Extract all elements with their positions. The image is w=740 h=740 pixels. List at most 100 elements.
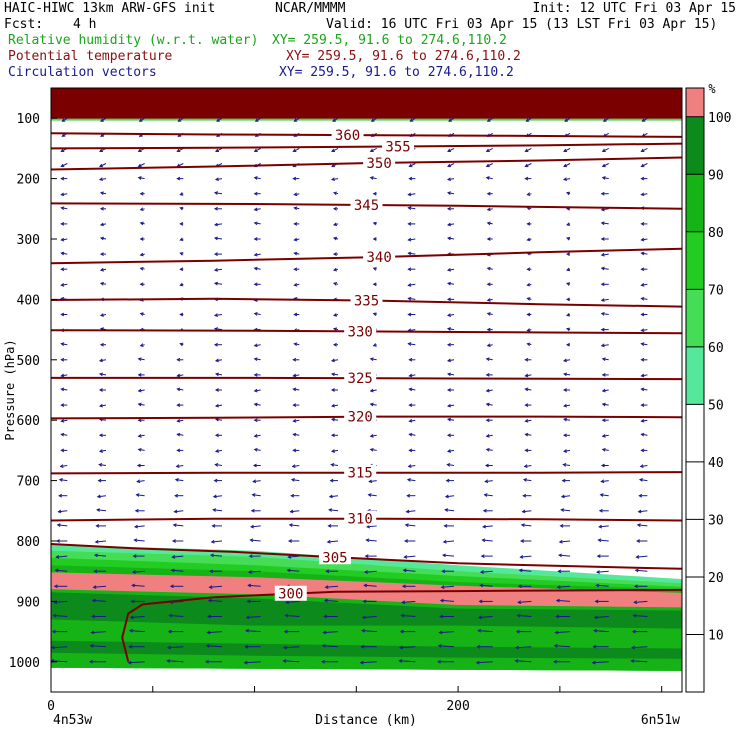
wind-vector — [444, 494, 455, 499]
rh-fill-upper-band — [51, 118, 682, 121]
wind-vector — [444, 508, 455, 512]
wind-vector — [600, 463, 609, 468]
wind-vector — [179, 206, 184, 211]
wind-vector — [403, 555, 416, 559]
wind-vector — [445, 478, 455, 483]
wind-vector — [127, 660, 145, 665]
wind-vector — [486, 221, 493, 226]
wind-vector — [99, 252, 106, 256]
wind-vector — [640, 328, 648, 333]
wind-vector — [515, 629, 532, 634]
wind-vector — [332, 327, 339, 332]
plot-frame — [50, 87, 683, 693]
fcst-value: 4 h — [73, 17, 97, 32]
wind-vector — [630, 659, 648, 663]
wind-vector — [640, 251, 648, 256]
wind-vector — [330, 388, 339, 392]
wind-vector — [526, 222, 532, 226]
wind-vector — [563, 358, 571, 363]
wind-vector — [399, 629, 416, 634]
wind-vector — [205, 643, 223, 648]
wind-vector — [283, 629, 300, 634]
wind-vector — [446, 177, 455, 182]
wind-vector — [322, 630, 339, 635]
y-tick-label: 100 — [17, 112, 40, 127]
wind-vector — [293, 267, 300, 272]
colorbar-band — [686, 88, 704, 117]
wind-vector — [401, 584, 416, 589]
wind-vector — [292, 373, 300, 378]
wind-vector — [402, 568, 416, 573]
wind-vector — [372, 282, 377, 287]
theta-label-bg — [344, 370, 377, 386]
wind-vector — [447, 147, 455, 153]
wind-vector — [631, 645, 648, 650]
wind-vector — [332, 236, 339, 241]
wind-vector — [398, 659, 416, 663]
wind-vector — [600, 311, 609, 316]
wind-vector — [137, 447, 145, 452]
wind-vector — [293, 251, 300, 256]
wind-vector — [139, 207, 145, 212]
wind-vector — [207, 614, 222, 619]
wind-vector — [332, 252, 339, 256]
wind-vector — [640, 296, 648, 301]
wind-vector — [60, 176, 68, 181]
wind-vector — [517, 584, 532, 589]
wind-vector — [526, 328, 532, 332]
wind-vector — [98, 358, 107, 363]
wind-vector — [332, 282, 339, 286]
colorbar-tick-label: 10 — [708, 628, 724, 643]
wind-vector — [210, 539, 223, 544]
y-tick-label: 500 — [17, 354, 40, 369]
wind-vector — [253, 176, 261, 180]
wind-vector — [287, 555, 300, 559]
theta-label-320: 320 — [348, 410, 373, 426]
wind-vector — [330, 417, 339, 422]
wind-vector — [99, 222, 107, 227]
wind-vector — [96, 508, 107, 512]
wind-vector — [137, 357, 145, 362]
wind-vector — [253, 312, 261, 316]
wind-vector — [637, 509, 648, 514]
wind-vector — [176, 176, 184, 181]
wind-vector — [369, 447, 377, 452]
theta-label-360: 360 — [335, 128, 360, 144]
wind-vector — [638, 478, 648, 482]
wind-vector — [293, 312, 300, 317]
wind-vector — [214, 372, 223, 377]
wind-vector — [477, 628, 493, 633]
wind-vector — [406, 493, 416, 498]
wind-vector — [369, 388, 377, 393]
wind-vector — [515, 645, 532, 650]
wind-vector — [366, 524, 377, 529]
colorbar-band — [686, 346, 704, 405]
wind-vector — [251, 493, 261, 497]
wind-vector — [477, 615, 493, 620]
wind-vector — [638, 493, 648, 498]
wind-vector — [408, 163, 416, 168]
wind-vector — [213, 191, 223, 195]
wind-vector — [60, 418, 68, 423]
wind-vector — [360, 644, 377, 649]
wind-vector — [214, 433, 222, 438]
theta-label-300: 300 — [278, 587, 303, 603]
wind-vector — [486, 266, 493, 271]
wind-vector — [293, 237, 300, 242]
theta-label-bg — [344, 323, 377, 339]
wind-vector — [60, 373, 68, 378]
wind-vector — [486, 207, 493, 212]
colorbar-tick-label: 70 — [708, 283, 724, 298]
wind-vector — [640, 147, 648, 153]
wind-vector — [407, 283, 416, 287]
wind-vector — [253, 282, 261, 287]
wind-vector — [442, 539, 455, 544]
wind-vector — [176, 418, 184, 423]
wind-vector — [372, 267, 377, 271]
wind-vector — [252, 463, 261, 468]
wind-vector — [526, 282, 532, 287]
wind-vector — [250, 508, 261, 513]
theta-contour-315 — [51, 471, 682, 475]
wind-vector — [524, 357, 532, 362]
wind-vector — [441, 553, 455, 558]
